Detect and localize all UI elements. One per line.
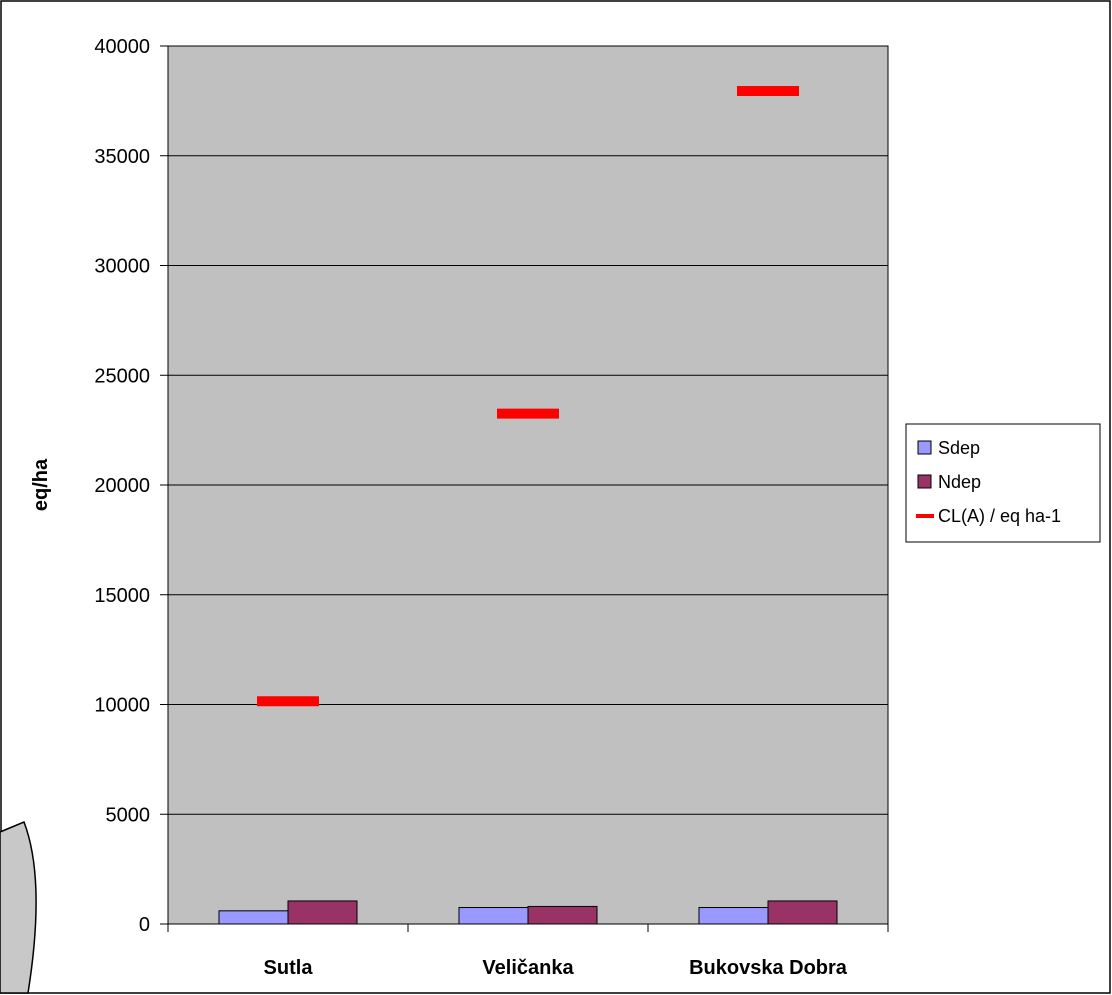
bar-sdep (218, 910, 289, 925)
y-tick-label: 15000 (94, 585, 150, 607)
bar-ndep (527, 905, 598, 925)
legend-swatch-sdep (917, 440, 932, 455)
legend-label: CL(A) / eq ha-1 (938, 506, 1061, 526)
bar-ndep (767, 900, 838, 925)
legend-label: Ndep (938, 472, 981, 492)
legend: Sdep Ndep CL(A) / eq ha-1 (905, 423, 1101, 543)
bar-sdep (698, 907, 769, 925)
y-tick-label: 25000 (94, 365, 150, 387)
y-tick-label: 40000 (94, 36, 150, 58)
labels-layer: 0 5000 10000 15000 20000 25000 30000 35000 40000… (94, 36, 847, 979)
legend-label: Sdep (938, 438, 980, 458)
y-tick-label: 10000 (94, 695, 150, 717)
y-axis-title: eq/ha (30, 458, 52, 511)
x-category-label: Veličanka (482, 957, 574, 979)
y-tick-label: 30000 (94, 256, 150, 278)
legend-swatch-ndep (917, 474, 932, 489)
bar-ndep (287, 900, 358, 925)
bar-sdep (458, 907, 529, 925)
y-tick-label: 20000 (94, 475, 150, 497)
x-category-label: Bukovska Dobra (689, 957, 848, 979)
legend-box (905, 423, 1101, 543)
decorative-corner-shape (0, 821, 37, 994)
axes-layer (160, 45, 889, 932)
y-tick-label: 0 (139, 914, 150, 936)
x-category-label: Sutla (264, 957, 314, 979)
y-tick-label: 5000 (106, 804, 151, 826)
markers-layer (257, 85, 799, 707)
y-tick-label: 35000 (94, 146, 150, 168)
bars-layer (218, 900, 838, 925)
